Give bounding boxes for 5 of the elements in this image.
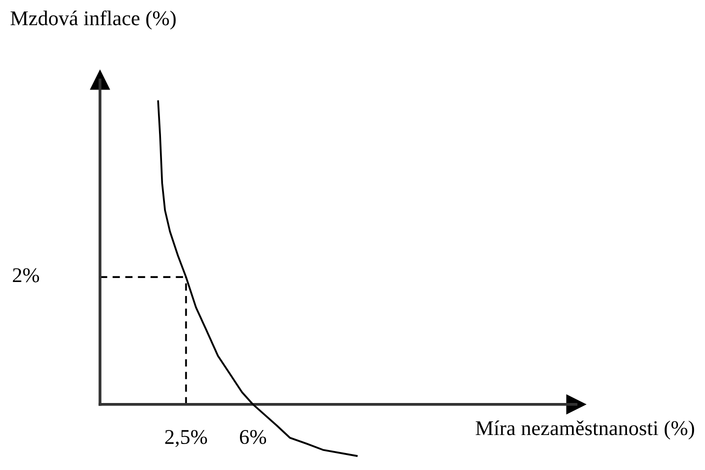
x-axis-title: Míra nezaměstnanosti (%) [476,420,694,440]
x-tick-label: 6% [240,430,266,444]
text: 2% [12,268,40,282]
y-axis-title: Mzdová inflace (%) [10,10,176,30]
x-tick-label: 2,5% [165,430,208,448]
